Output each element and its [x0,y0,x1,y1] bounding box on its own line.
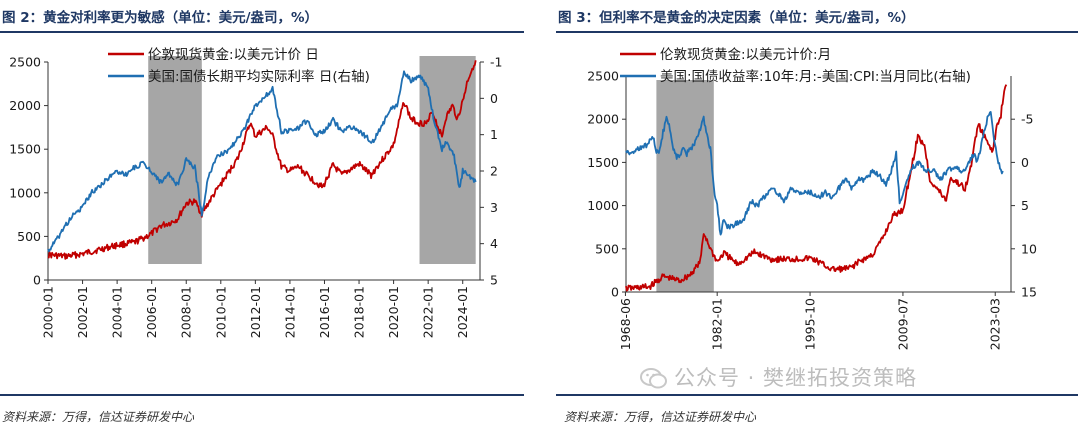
x-tick-label: 1968-06 [618,298,633,350]
x-tick-label: 2014-01 [282,286,297,338]
x-tick-label: 2008-01 [179,286,194,338]
title-rule [556,31,1078,33]
right-tick-label: 3 [490,200,498,215]
chart-svg: 0 500 1000 1500 2000 2500 -5 0 5 10 15 1968-06 1982-… [587,46,1037,350]
x-tick-label: 2023-03 [988,298,1003,350]
left-tick-label: 0 [33,273,41,288]
left-tick-label: 500 [595,241,619,256]
x-tick-label: 1995-10 [803,298,818,350]
x-tick-label: 2000-01 [41,286,56,338]
series-line-gold [47,60,477,260]
watermark: 公众号 · 樊继拓投资策略 [640,362,917,392]
chart-title: 图 3：但利率不是黄金的决定因素（单位：美元/盎司，%） [558,10,915,26]
right-tick-label: 0 [1021,155,1029,170]
legend-label: 美国:国债长期平均实际利率 日(右轴) [148,68,370,85]
right-tick-label: 0 [490,91,498,106]
chart-panel-right: 图 3：但利率不是黄金的决定因素（单位：美元/盎司，%） 0 500 1000 150… [556,0,1080,431]
chart-title: 图 2：黄金对利率更为敏感（单位：美元/盎司，%） [2,10,319,26]
x-tick-label: 2009-07 [895,298,910,350]
x-tick-label: 2004-01 [110,286,125,338]
title-rule [0,31,524,33]
x-tick-label: 2006-01 [144,286,159,338]
bottom-rule [556,394,1078,396]
left-tick-label: 1000 [9,185,41,200]
watermark-text: 公众号 · 樊继拓投资策略 [674,366,918,390]
legend-label: 伦敦现货黄金:以美元计价 日 [148,46,319,63]
x-tick-label: 2022-01 [421,286,436,338]
left-tick-label: 2000 [9,98,41,113]
wechat-icon [640,368,667,389]
right-tick-label: -5 [1021,112,1033,127]
series-line-gold [625,84,1008,292]
right-tick-label: 5 [490,273,498,288]
x-tick-label: 2012-01 [248,286,263,338]
right-tick-label: 15 [1021,285,1037,300]
chart-svg: 0 500 1000 1500 2000 2500 -1 0 1 2 3 4 5 2000-01 2002-… [9,46,502,338]
x-tick-label: 2018-01 [352,286,367,338]
legend-label: 美国:国债收益率:10年:月:-美国:CPI:当月同比(右轴) [660,68,971,85]
right-tick-label: -1 [490,55,502,70]
right-tick-label: 4 [490,236,498,251]
left-tick-label: 1000 [587,198,619,213]
x-tick-label: 2016-01 [317,286,332,338]
x-tick-label: 2010-01 [213,286,228,338]
left-tick-label: 1500 [9,142,41,157]
legend-label: 伦敦现货黄金:以美元计价:月 [660,46,831,63]
chart-panel-left: 图 2：黄金对利率更为敏感（单位：美元/盎司，%） 0 500 1000 1500 20… [0,0,530,431]
left-tick-label: 2000 [587,112,619,127]
right-tick-label: 10 [1021,241,1037,256]
left-tick-label: 500 [17,229,41,244]
shaded-period [148,56,202,264]
x-tick-label: 2002-01 [75,286,90,338]
series-line-rate [47,70,477,253]
source-note: 资料来源：万得，信达证券研发中心 [564,410,757,424]
x-tick-label: 2024-01 [455,286,470,338]
left-tick-label: 1500 [587,155,619,170]
right-tick-label: 5 [1021,198,1029,213]
bottom-rule [0,394,524,396]
left-tick-label: 0 [611,285,619,300]
left-tick-label: 2500 [587,69,619,84]
right-tick-label: 1 [490,127,498,142]
shaded-period [656,80,714,292]
source-note: 资料来源：万得，信达证券研发中心 [2,410,195,424]
left-tick-label: 2500 [9,55,41,70]
x-tick-label: 2020-01 [386,286,401,338]
right-tick-label: 2 [490,164,498,179]
x-tick-label: 1982-01 [710,298,725,350]
series-line-rate [625,111,1004,236]
